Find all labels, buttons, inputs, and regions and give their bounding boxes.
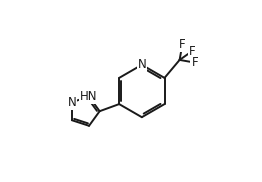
Text: N: N [138,58,146,71]
Text: F: F [189,45,195,58]
Text: N: N [68,96,76,109]
Text: F: F [192,56,198,69]
Text: HN: HN [80,90,98,103]
Text: F: F [179,38,185,51]
